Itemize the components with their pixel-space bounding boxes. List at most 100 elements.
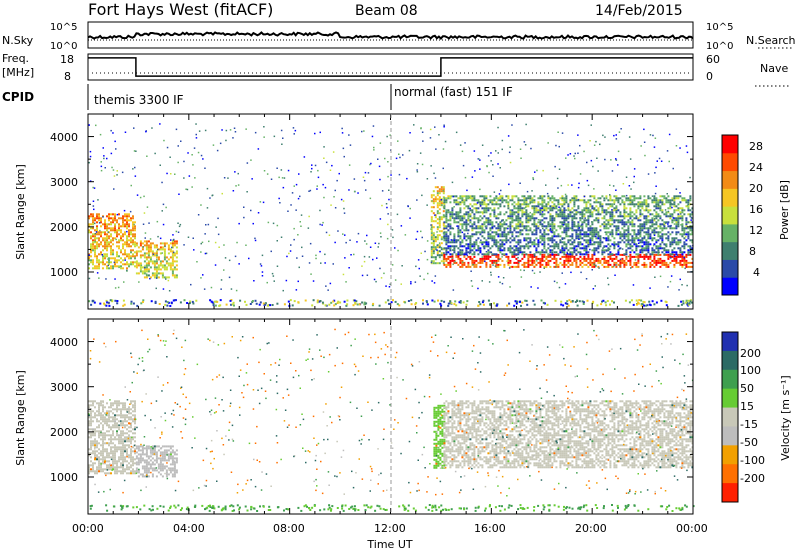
power-cell [515,217,518,220]
power-cell [639,205,642,208]
power-cell [517,207,520,210]
power-cell [479,211,482,214]
power-cell [432,252,435,255]
power-cell [557,265,560,268]
power-speck [416,199,418,201]
power-cell [141,266,144,269]
power-cell [481,229,484,232]
power-speck [555,144,557,147]
power-cell [442,262,445,265]
power-ground-cell [564,302,567,305]
power-cell [689,253,692,256]
power-speck [331,164,333,167]
power-speck [357,192,359,194]
velocity-cell [100,454,102,457]
power-cell [110,239,112,242]
power-cell [679,249,682,252]
power-speck [476,202,479,204]
power-cell [567,265,570,268]
power-cell [667,201,670,204]
velocity-cell [92,430,94,433]
power-cell [161,260,164,263]
power-cell [549,207,552,210]
power-cell [677,215,680,218]
power-cell [495,233,498,236]
power-cell [155,272,158,275]
power-ground-cell [465,303,468,306]
power-speck [334,207,337,209]
power-speck [187,152,189,154]
power-cell [579,237,582,240]
power-cell [551,231,554,234]
power-speck [488,171,490,174]
power-cell [487,243,490,246]
power-cell [463,235,466,238]
power-speck [587,184,590,187]
power-cell [155,254,158,257]
power-cell [547,255,550,258]
power-cell [673,211,676,214]
power-speck [246,162,249,164]
power-cell [505,255,508,258]
power-cell [597,247,600,250]
power-cell [497,235,500,238]
power-speck [624,237,626,239]
power-cell [517,251,520,254]
power-cell [155,252,158,255]
power-cell [547,233,550,236]
power-cell [513,219,516,222]
power-cell [112,217,114,220]
power-cell [547,203,550,206]
power-cell [106,225,108,228]
power-cell [130,249,132,252]
power-speck [329,169,332,171]
power-cell [432,236,435,239]
power-cell [559,257,562,260]
power-speck [161,210,163,212]
power-cell [599,243,602,246]
power-cell [651,249,654,252]
power-cell [493,203,496,206]
power-speck [196,261,198,263]
power-speck [98,277,100,279]
power-cell [671,199,674,202]
power-ground-cell [213,300,216,303]
power-speck [397,140,399,142]
power-cell [611,215,614,218]
power-cell [603,255,606,258]
power-cell [575,197,578,200]
power-cell [116,241,118,244]
power-cell [607,243,610,246]
velocity-cell [118,420,120,423]
velocity-cell [98,402,100,405]
power-speck [679,278,681,281]
power-cell [635,249,638,252]
power-cell [589,243,592,246]
power-cell [683,247,686,250]
power-ground-cell [482,299,485,302]
power-cell [533,199,536,202]
power-cell [126,225,128,228]
power-cell [481,235,484,238]
power-cell [631,235,634,238]
velocity-cell [114,468,116,471]
power-cell [517,253,520,256]
power-speck [295,289,298,291]
power-cell [617,221,620,224]
power-cell [515,231,518,234]
power-cell [475,207,478,210]
power-cell [438,200,441,203]
power-cell [539,197,542,200]
power-cell [577,223,580,226]
power-cell [567,249,570,252]
power-cell [445,227,448,230]
power-cell [685,259,688,262]
power-cell [523,199,526,202]
power-cell [607,255,610,258]
cpid-label: CPID [2,90,34,104]
power-cell [481,211,484,214]
power-cell [434,196,437,199]
power-ground-cell [571,300,574,302]
velocity-cell [104,462,106,465]
power-speck [113,261,116,264]
